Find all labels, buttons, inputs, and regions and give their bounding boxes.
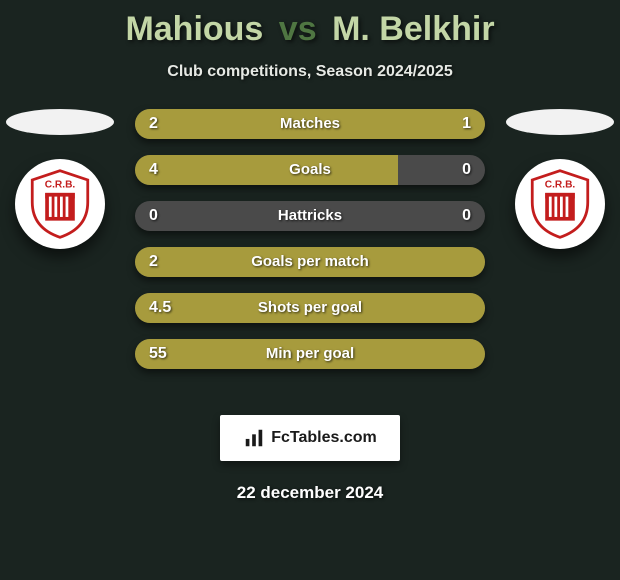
stat-bars: 21Matches 40Goals 00Hattricks 2Goals per ma…: [135, 109, 485, 385]
right-ellipse: [506, 109, 614, 135]
right-player-column: C.R.B.: [500, 109, 620, 249]
club-badge-icon: C.R.B.: [523, 167, 597, 241]
vs-text: vs: [279, 10, 317, 48]
bar-label: Goals per match: [135, 247, 485, 277]
brand-box: FcTables.com: [220, 415, 400, 461]
player1-name: Mahious: [125, 10, 263, 48]
svg-text:C.R.B.: C.R.B.: [545, 179, 576, 190]
left-club-badge: C.R.B.: [15, 159, 105, 249]
date-text: 22 december 2024: [0, 483, 620, 503]
club-badge-icon: C.R.B.: [23, 167, 97, 241]
stat-bar-row: 00Hattricks: [135, 201, 485, 231]
player2-name: M. Belkhir: [332, 10, 494, 48]
chart-icon: [243, 427, 265, 449]
bar-label: Matches: [135, 109, 485, 139]
right-club-badge: C.R.B.: [515, 159, 605, 249]
stat-bar-row: 40Goals: [135, 155, 485, 185]
svg-text:C.R.B.: C.R.B.: [45, 179, 76, 190]
stat-bar-row: 55Min per goal: [135, 339, 485, 369]
comparison-arena: C.R.B. C.R.B. 21Match: [0, 109, 620, 409]
stat-bar-row: 4.5Shots per goal: [135, 293, 485, 323]
brand-text: FcTables.com: [271, 429, 377, 447]
bar-label: Hattricks: [135, 201, 485, 231]
bar-label: Min per goal: [135, 339, 485, 369]
left-ellipse: [6, 109, 114, 135]
subtitle: Club competitions, Season 2024/2025: [0, 63, 620, 81]
stat-bar-row: 2Goals per match: [135, 247, 485, 277]
stat-bar-row: 21Matches: [135, 109, 485, 139]
bar-label: Shots per goal: [135, 293, 485, 323]
left-player-column: C.R.B.: [0, 109, 120, 249]
comparison-title: Mahious vs M. Belkhir: [0, 0, 620, 49]
bar-label: Goals: [135, 155, 485, 185]
